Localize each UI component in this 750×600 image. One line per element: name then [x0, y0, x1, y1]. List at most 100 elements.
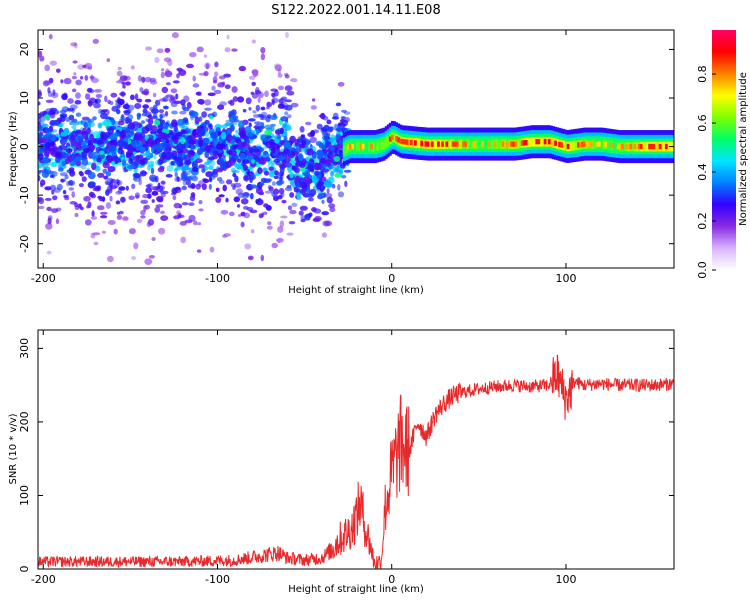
spectrogram-blob-1221: [51, 189, 55, 195]
spectrogram-band-2867: [531, 136, 534, 147]
spectrogram-band-2798: [386, 136, 390, 146]
spectrogram-blob-994: [324, 192, 333, 199]
spectrogram-blob-812: [286, 232, 294, 236]
spectrogram-blob-2192: [114, 132, 120, 137]
spectrogram-blob-234: [289, 209, 297, 215]
spectrogram-blob-102: [158, 109, 164, 114]
spectrogram-band-2793: [376, 141, 380, 151]
spectrogram-band-2897: [593, 139, 597, 149]
spectrogram-blob-2287: [194, 158, 203, 164]
spectrogram-blob-874: [131, 183, 136, 190]
spectrogram-blob-1366: [228, 111, 235, 117]
spectrogram-blob-1072: [88, 181, 96, 187]
colorbar-tick-label: 0.8: [696, 65, 709, 83]
spectrogram-blob-68: [171, 32, 179, 39]
spectrogram-blob-631: [231, 48, 238, 52]
spectrogram-blob-740: [100, 215, 108, 219]
spectrogram-blob-139: [180, 236, 187, 244]
spectrogram-blob-2289: [330, 146, 335, 151]
spectrogram-blob-382: [182, 180, 187, 186]
spectrogram-blob-322: [285, 31, 289, 39]
spectrogram-blob-341: [155, 204, 164, 208]
spectrogram-blob-810: [130, 65, 135, 70]
spectrogram-blob-180: [92, 38, 100, 44]
spectrogram-blob-1376: [38, 205, 45, 210]
spectrogram-blob-1364: [284, 99, 293, 103]
spectrogram-band-2848: [491, 139, 495, 149]
spectrogram-blob-1863: [43, 114, 51, 120]
spectrogram-band-2993: [598, 141, 601, 147]
spectrogram-blob-441: [84, 75, 89, 81]
spectrogram-blob-1387: [273, 195, 279, 202]
spectrogram-blob-1165: [64, 197, 70, 201]
spectrogram-blob-160: [321, 211, 330, 216]
spectrogram-band-2845: [485, 139, 488, 149]
spectrogram-band-2888: [575, 140, 578, 151]
spectrogram-blob-965: [197, 222, 202, 226]
spectrogram-blob-683: [145, 46, 152, 51]
spectrogram-blob-1151: [337, 81, 345, 87]
spectrogram-y-tick-label: 10: [18, 91, 31, 105]
spectrogram-blob-388: [201, 183, 207, 191]
spectrogram-blob-900: [151, 237, 156, 241]
spectrogram-band-2815: [422, 138, 426, 149]
spectrogram-blob-1878: [327, 152, 334, 160]
spectrogram-band-2955: [430, 141, 434, 147]
spectrogram-band-3000: [627, 143, 631, 150]
spectrogram-blob-2196: [274, 170, 279, 176]
spectrogram-blob-2249: [249, 184, 258, 189]
spectrogram-blob-2276: [232, 150, 237, 156]
spectrogram-blob-1377: [154, 175, 159, 183]
spectrogram-blob-555: [156, 48, 164, 54]
spectrogram-blob-2033: [100, 112, 108, 120]
spectrogram-blob-1289: [266, 178, 273, 182]
spectrogram-blob-51: [116, 70, 123, 77]
spectrogram-blob-1370: [176, 210, 181, 216]
spectrogram-blob-1078: [123, 110, 131, 116]
snr-panel: -200 -100 0 100 0 100 200 300 Height of straig…: [8, 329, 675, 595]
spectrogram-blob-1804: [318, 142, 325, 149]
spectrogram-blob-1172: [264, 190, 273, 194]
spectrogram-blob-2286: [335, 127, 343, 132]
spectrogram-blob-511: [192, 75, 196, 82]
spectrogram-blob-893: [56, 68, 61, 73]
spectrogram-band-2876: [549, 137, 553, 147]
spectrogram-blob-1247: [322, 220, 330, 227]
spectrogram-blob-170: [230, 291, 237, 294]
spectrogram-band-2937: [349, 143, 352, 150]
spectrogram-blob-1069: [196, 46, 204, 53]
spectrogram-blob-1131: [242, 281, 245, 286]
spectrogram-blob-1332: [80, 165, 87, 170]
spectrogram-blob-1018: [195, 183, 201, 190]
spectrogram-blob-598: [97, 122, 103, 129]
spectrogram-blob-2158: [81, 151, 87, 159]
spectrogram-blob-1360: [119, 92, 126, 96]
spectrogram-band-2952: [420, 140, 424, 147]
spectrogram-blob-1317: [63, 77, 72, 85]
spectrogram-blob-1025: [80, 206, 84, 211]
spectrogram-blob-713: [145, 187, 152, 194]
spectrogram-blob-2097: [217, 152, 222, 159]
spectrogram-blob-135: [151, 199, 155, 203]
spectrogram-band-2975: [522, 140, 526, 146]
spectrogram-blob-621: [165, 68, 170, 76]
spectrogram-band-2920: [641, 141, 645, 152]
spectrogram-blob-1313: [71, 75, 77, 80]
spectrogram-band-2915: [631, 141, 635, 152]
spectrogram-blob-773: [160, 210, 165, 215]
spectrogram-blob-951: [85, 93, 91, 100]
spectrogram-band-2987: [581, 141, 585, 148]
spectrogram-blob-2293: [151, 140, 159, 145]
spectrogram-blob-271: [263, 211, 268, 215]
spectrogram-blob-1250: [208, 165, 214, 170]
spectrogram-blob-2065: [184, 160, 192, 166]
spectrogram-blob-529: [94, 89, 102, 93]
spectrogram-blob-1159: [136, 115, 141, 120]
spectrogram-blob-1075: [266, 225, 273, 230]
spectrogram-blob-1378: [111, 105, 119, 112]
spectrogram-blob-1841: [280, 116, 289, 122]
spectrogram-blob-495: [176, 73, 180, 79]
spectrogram-blob-1362: [98, 197, 106, 202]
spectrogram-blob-791: [251, 39, 256, 44]
spectrogram-blob-1792: [194, 116, 200, 125]
